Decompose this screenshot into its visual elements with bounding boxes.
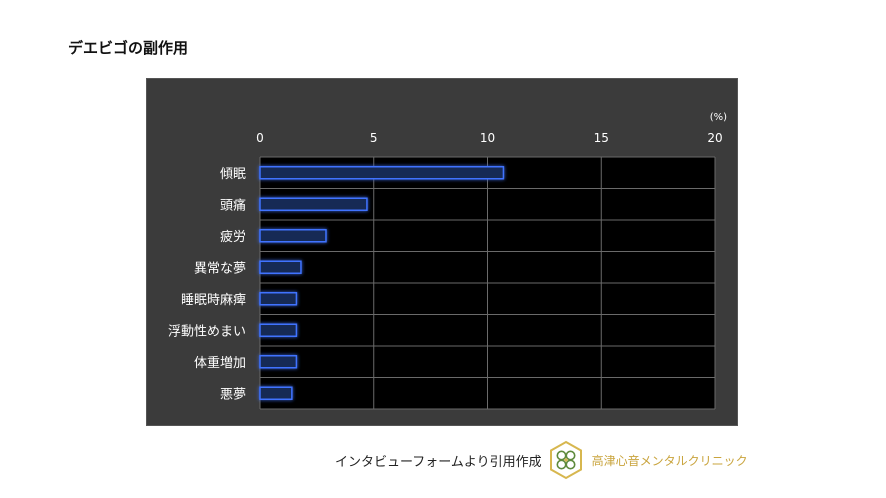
chart-panel: 0 5 10 15 20 (%) 傾眠頭痛疲労異常な夢睡眠時麻痺浮動性めまい体重増加悪夢: [146, 78, 738, 426]
bar: [259, 197, 368, 211]
x-tick-label: 0: [256, 131, 264, 145]
category-label: 傾眠: [220, 167, 246, 182]
page-title: デエビゴの副作用: [68, 39, 189, 57]
x-tick-label: 5: [370, 131, 378, 145]
category-label: 浮動性めまい: [168, 324, 246, 339]
bar: [259, 229, 327, 243]
bar: [259, 355, 298, 369]
bar: [259, 260, 302, 274]
x-tick-label: 20: [707, 131, 722, 145]
bar: [259, 386, 293, 400]
category-label: 体重増加: [194, 355, 246, 371]
category-label: 睡眠時麻痺: [181, 292, 246, 308]
x-tick-label: 15: [594, 131, 609, 145]
source-caption: インタビューフォームより引用作成: [335, 454, 542, 470]
bar: [259, 323, 298, 337]
unit-label: (%): [710, 112, 727, 123]
category-label: 疲労: [220, 229, 246, 245]
category-label: 頭痛: [220, 197, 246, 213]
category-label: 異常な夢: [194, 261, 246, 276]
clover-leaf-icon: [549, 440, 582, 480]
bar: [259, 166, 505, 180]
category-label: 悪夢: [220, 387, 246, 402]
x-tick-label: 10: [480, 131, 495, 145]
footer: インタビューフォームより引用作成 高津心音メンタルクリニック: [335, 440, 748, 480]
clinic-name: 高津心音メンタルクリニック: [591, 453, 748, 468]
bar: [259, 292, 298, 306]
